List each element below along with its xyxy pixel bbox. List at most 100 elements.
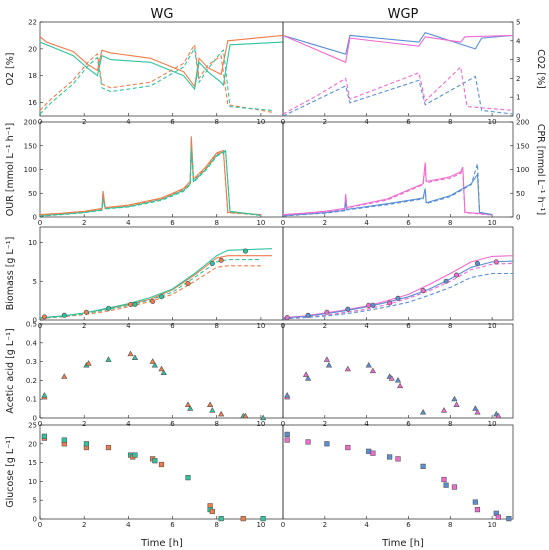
y-tick-label: 200: [24, 119, 37, 127]
data-point-triangle: [453, 401, 460, 407]
data-point-triangle: [474, 408, 481, 415]
data-point-triangle: [218, 410, 225, 417]
y-axis-label: O2 [%]: [5, 53, 16, 86]
data-point-triangle: [419, 408, 427, 415]
x-tick-label: 2: [323, 219, 327, 227]
x-tick-label: 6: [406, 219, 411, 227]
data-point-square: [260, 516, 266, 522]
series-line-wg_a-dashed: [39, 265, 261, 319]
x-tick-label: 8: [214, 521, 218, 529]
series-line-wg_b-dashed: [39, 46, 273, 115]
data-point-circle: [132, 301, 138, 308]
data-point-triangle: [304, 375, 312, 381]
subplot-wg-row-3: 0 2 4 6 8 10 0 0.1 0.2 0.3 0.4 0.5 Acetic acid [g L⁻…: [5, 321, 284, 428]
data-point-square: [218, 516, 224, 522]
plot-frame: [39, 424, 284, 520]
data-point-triangle: [325, 361, 333, 368]
y-tick-label: 150: [24, 142, 37, 150]
x-tick-label: 8: [448, 521, 452, 529]
x-tick-label: 4: [126, 521, 131, 529]
x-tick-label: 4: [126, 219, 131, 227]
series-line-wg_a-solid: [39, 136, 261, 216]
plot-frame: [39, 121, 284, 218]
series-line-wg_b-dashed: [39, 148, 261, 217]
y2-tick-label: 150: [516, 142, 529, 150]
data-point-circle: [453, 272, 460, 278]
data-point-triangle: [302, 371, 310, 377]
data-point-circle: [209, 260, 215, 266]
data-point-square: [83, 441, 89, 447]
series-line-wg_a-solid: [39, 34, 284, 88]
plot-frame: [39, 21, 284, 117]
subplot-wgp-row-3: 0 2 4 6 8 10: [281, 323, 514, 428]
y2-tick-label: 3: [516, 56, 520, 64]
data-point-square: [185, 475, 191, 481]
data-point-circle: [305, 312, 311, 318]
x-tick-label: 0: [281, 219, 285, 227]
data-point-circle: [185, 281, 191, 287]
y2-tick-label: 5: [516, 19, 520, 27]
x-tick-label: 2: [82, 219, 86, 227]
x-tick-label: 10: [256, 420, 265, 428]
y-tick-label: 5: [33, 278, 37, 286]
data-point-circle: [370, 302, 376, 308]
x-tick-label: 10: [488, 322, 497, 330]
data-point-triangle: [209, 407, 216, 413]
data-point-triangle: [149, 358, 156, 364]
data-point-triangle: [85, 360, 92, 366]
panel-title-wgp: WGP: [388, 7, 419, 22]
x-tick-label: 0: [38, 521, 42, 529]
data-point-triangle: [369, 367, 377, 374]
data-point-square: [472, 499, 478, 505]
data-point-triangle: [472, 405, 479, 411]
x-tick-label: 8: [214, 219, 218, 227]
y2-tick-label: 50: [516, 190, 525, 198]
y2-tick-label: 1: [516, 94, 520, 102]
x-tick-label: 2: [82, 322, 86, 330]
x-tick-label: 10: [256, 219, 265, 227]
x-tick-label: 6: [406, 521, 411, 529]
y-axis-label: Glucose [g L⁻¹]: [5, 436, 16, 507]
series-line-wgp_b-dashed: [282, 75, 514, 117]
data-point-triangle: [394, 376, 402, 383]
x-tick-label: 0: [38, 420, 42, 428]
y-axis-label: Acetic acid [g L⁻¹]: [5, 328, 16, 413]
series-line-wg_b-solid: [39, 248, 273, 319]
data-point-circle: [395, 295, 401, 301]
data-point-triangle: [41, 392, 48, 398]
x-tick-label: 10: [488, 219, 497, 227]
data-point-triangle: [127, 350, 134, 357]
data-point-circle: [443, 278, 449, 284]
data-point-circle: [218, 257, 224, 263]
data-point-triangle: [323, 356, 331, 362]
y-tick-label: 0.3: [26, 358, 37, 366]
series-line-wg_a-dashed: [39, 140, 261, 216]
series-line-wgp_b-solid: [282, 260, 514, 319]
data-point-triangle: [184, 401, 192, 407]
x-tick-label: 10: [256, 322, 265, 330]
y2-tick-label: 4: [516, 37, 521, 45]
data-point-square: [395, 456, 401, 462]
data-point-circle: [61, 312, 67, 318]
series-line-wg_a-dashed: [39, 42, 273, 113]
data-point-square: [324, 441, 330, 447]
y-tick-label: 5: [33, 497, 37, 505]
data-point-square: [305, 439, 311, 445]
data-point-square: [105, 444, 112, 451]
x-tick-label: 0: [281, 420, 285, 428]
data-point-square: [284, 431, 290, 438]
y-tick-label: 0.2: [26, 377, 37, 385]
plot-frame: [282, 21, 514, 117]
data-point-circle: [387, 300, 393, 306]
y2-tick-label: 0: [516, 113, 520, 121]
x-tick-label: 4: [364, 219, 369, 227]
data-point-square: [209, 508, 215, 515]
plot-frame: [282, 424, 514, 520]
data-point-square: [495, 514, 501, 520]
x-tick-label: 10: [256, 521, 265, 529]
y-tick-label: 0: [33, 415, 37, 423]
plot-frame: [282, 323, 514, 419]
data-point-circle: [345, 306, 351, 312]
y-tick-label: 20: [28, 440, 37, 448]
